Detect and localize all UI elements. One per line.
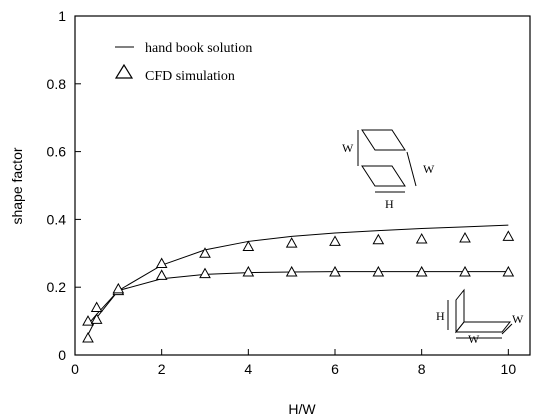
legend-label-handbook: hand book solution (145, 41, 252, 56)
cfd-triangle-marker (242, 265, 255, 277)
cfd-triangle-marker (90, 301, 103, 313)
cfd-triangle-marker (199, 267, 211, 279)
y-tick-label: 0 (58, 347, 66, 363)
inset-top-w-right-label: W (423, 162, 435, 176)
series-layer (82, 224, 515, 343)
cfd-triangle-marker (415, 233, 428, 244)
cfd-triangle-marker (199, 247, 211, 258)
y-tick-label: 1 (58, 8, 66, 24)
cfd-triangle-marker (242, 240, 255, 252)
cfd-triangle-marker (90, 313, 103, 324)
inset-bottom-h-label: H (436, 309, 445, 323)
cfd-triangle-marker (502, 230, 515, 241)
inset-bottom-w-right-label: W (512, 312, 524, 326)
cfd-triangle-marker (415, 265, 428, 277)
plot-frame (74, 15, 531, 356)
cfd-triangle-marker (82, 315, 94, 326)
y-tick-label: 0.4 (47, 211, 67, 227)
x-axis-title: H/W (288, 401, 316, 417)
cfd-triangle-marker (459, 232, 471, 243)
x-tick-label: 10 (501, 361, 517, 377)
cfd-triangle-marker (502, 265, 515, 277)
bottom-geometry-inset: H W W (436, 288, 524, 346)
inset-top-plate-upper (361, 129, 406, 151)
cfd-triangle-marker (155, 269, 168, 280)
x-tick-label: 2 (158, 361, 166, 377)
axis-layer: 0 2 4 6 8 10 0 0.2 0.4 0.6 0.8 1 (47, 8, 531, 377)
x-tick-label: 6 (331, 361, 339, 377)
inset-top-h-label: H (385, 197, 394, 211)
x-tick-label: 4 (244, 361, 252, 377)
x-tick-label: 0 (71, 361, 79, 377)
cfd-triangle-marker (372, 265, 385, 277)
cfd-triangle-marker (329, 265, 341, 277)
cfd-triangle-marker (155, 257, 168, 268)
x-tick-label: 8 (418, 361, 426, 377)
inset-top-w-left-label: W (342, 141, 354, 155)
y-tick-label: 0.6 (47, 144, 67, 160)
y-axis-title: shape factor (9, 147, 25, 224)
cfd-triangle-marker (329, 235, 341, 246)
top-geometry-inset: W W H (342, 129, 435, 211)
series-line-handbook-1 (87, 271, 509, 335)
inset-bottom-w-bottom-label: W (468, 332, 480, 346)
inset-bottom-horizontal-plate (454, 321, 512, 333)
cfd-triangle-marker (285, 237, 298, 248)
y-tick-label: 0.2 (47, 279, 67, 295)
cfd-triangle-marker (285, 265, 298, 277)
legend-label-cfd: CFD simulation (145, 69, 235, 84)
cfd-triangle-marker (459, 265, 471, 277)
inset-top-plate-lower (361, 165, 406, 187)
legend-triangle-swatch (114, 63, 134, 79)
cfd-triangle-marker (112, 282, 125, 294)
cfd-triangle-marker (82, 332, 94, 343)
y-tick-label: 0.8 (47, 76, 67, 92)
cfd-triangle-marker (372, 233, 385, 245)
inset-bottom-w-right-arrow (501, 323, 513, 335)
legend: hand book solution CFD simulation (114, 41, 252, 84)
inset-top-w-right-arrow (406, 151, 417, 187)
